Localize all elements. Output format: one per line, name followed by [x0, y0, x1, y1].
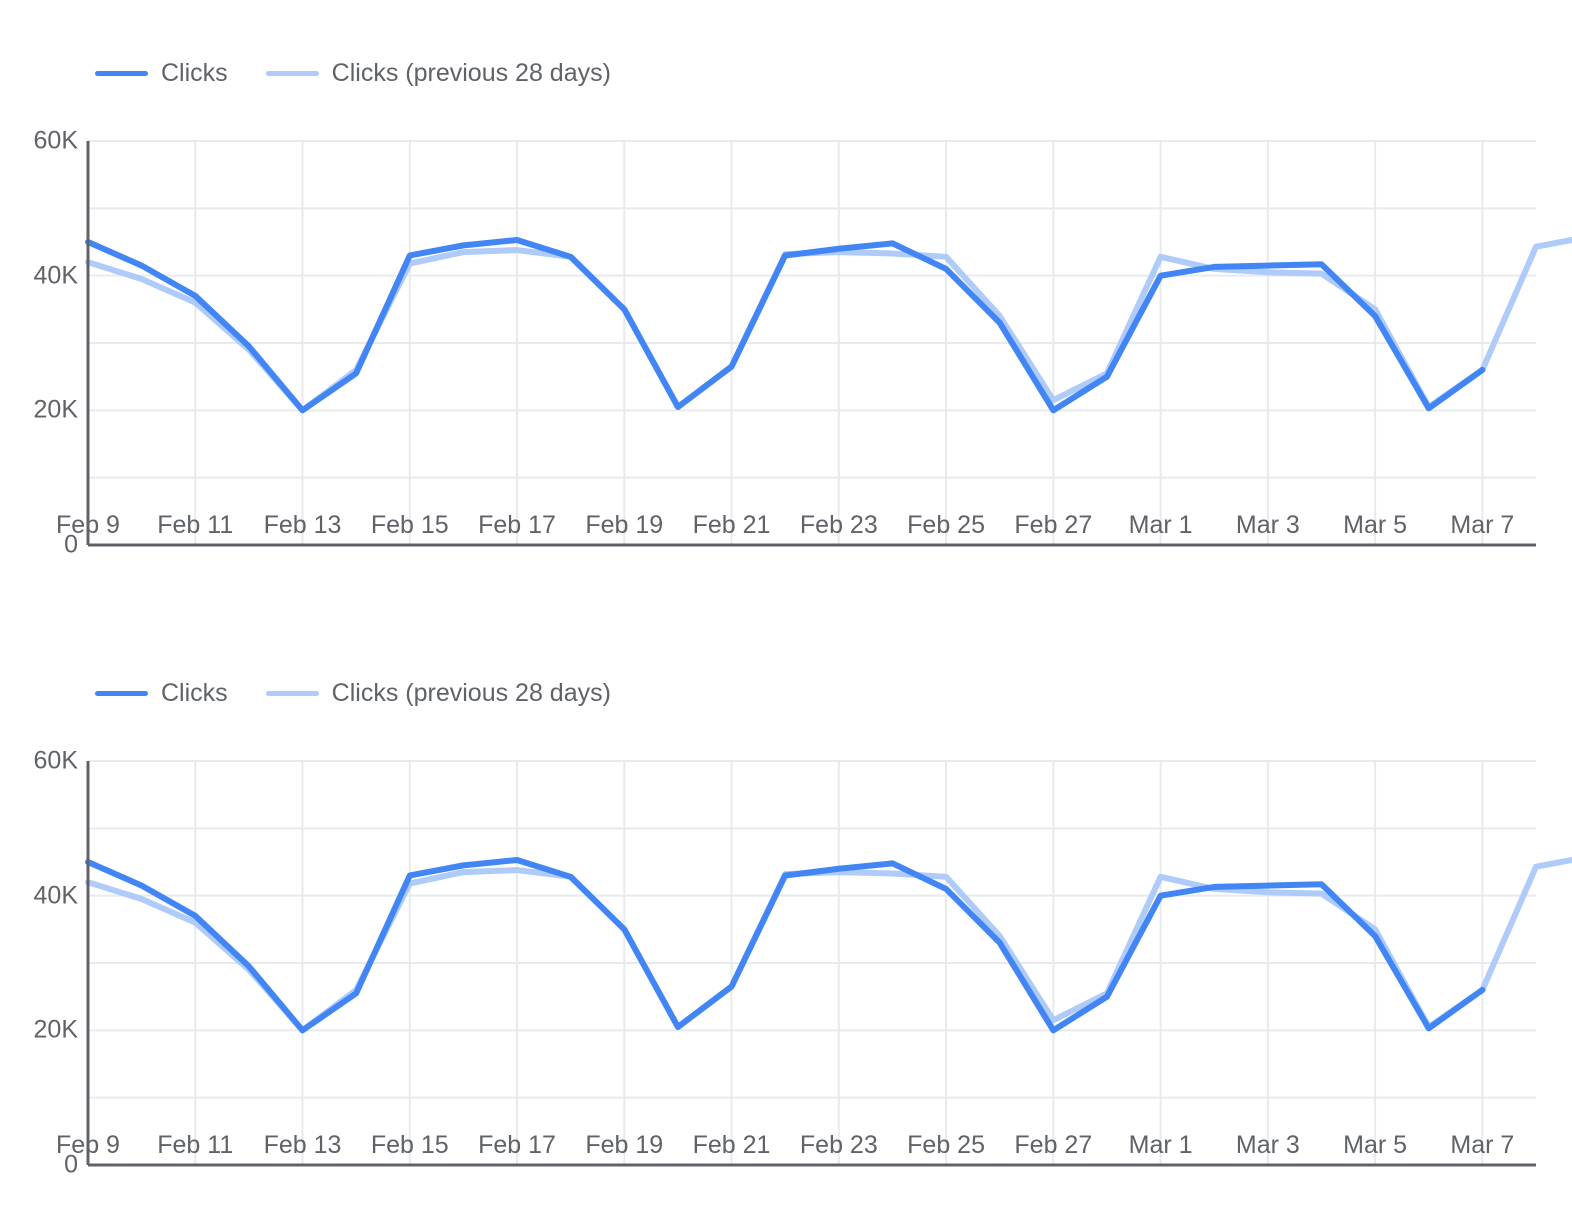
- x-axis-tick-label: Feb 13: [263, 1131, 342, 1159]
- x-axis-tick-label: Feb 19: [585, 1131, 664, 1159]
- x-axis-tick-label: Feb 27: [1014, 1131, 1093, 1159]
- legend-label: Clicks: [161, 58, 228, 87]
- y-axis-labels: 0 20K 40K 60K: [0, 95, 78, 595]
- legend-item-clicks[interactable]: Clicks: [95, 58, 228, 87]
- legend-label: Clicks (previous 28 days): [331, 58, 611, 87]
- x-axis-tick-label: Mar 3: [1235, 511, 1300, 539]
- legend-item-clicks-previous[interactable]: Clicks (previous 28 days): [265, 58, 611, 87]
- series-line: [85, 856, 1572, 1034]
- line-swatch-icon: [265, 70, 319, 76]
- chart-legend: Clicks Clicks (previous 28 days): [95, 678, 611, 708]
- y-axis-tick-label: 60K: [33, 126, 78, 155]
- x-axis-tick-label: Feb 23: [799, 511, 878, 539]
- clicks-chart-top: Clicks Clicks (previous 28 days) 0 20K 40K…: [0, 40, 1572, 600]
- series-line: [85, 236, 1572, 414]
- x-axis-tick-label: Feb 13: [263, 511, 342, 539]
- x-axis-labels: Feb 9 Feb 11 Feb 13 Feb 15 Feb 17 Feb 19 Feb 2…: [0, 1133, 1572, 1173]
- x-axis-tick-label: Feb 19: [585, 511, 664, 539]
- clicks-chart-bottom: Clicks Clicks (previous 28 days) 0 20K 40K…: [0, 660, 1572, 1220]
- x-axis-tick-label: Feb 15: [370, 511, 449, 539]
- x-axis-tick-label: Feb 11: [157, 1131, 234, 1159]
- y-axis-labels: 0 20K 40K 60K: [0, 715, 78, 1215]
- y-axis-tick-label: 60K: [33, 746, 78, 775]
- x-axis-tick-label: Feb 15: [370, 1131, 449, 1159]
- legend-label: Clicks: [161, 678, 228, 707]
- line-swatch-icon: [95, 70, 148, 76]
- x-axis-labels: Feb 9 Feb 11 Feb 13 Feb 15 Feb 17 Feb 19 Feb 2…: [0, 513, 1572, 553]
- x-axis-tick-label: Feb 21: [692, 1131, 771, 1159]
- x-axis-tick-label: Feb 17: [478, 511, 556, 539]
- y-axis-tick-label: 0: [64, 1150, 78, 1179]
- x-axis-tick-label: Feb 21: [692, 511, 771, 539]
- x-axis-tick-label: Mar 3: [1235, 1131, 1300, 1159]
- x-axis-tick-label: Mar 1: [1128, 1131, 1193, 1159]
- x-axis-tick-label: Feb 17: [478, 1131, 556, 1159]
- line-swatch-icon: [95, 690, 148, 696]
- x-axis-tick-label: Mar 7: [1450, 511, 1515, 539]
- x-axis-tick-label: Mar 5: [1343, 1131, 1408, 1159]
- x-axis-tick-label: Feb 23: [799, 1131, 878, 1159]
- plot-area: 0 20K 40K 60K Feb 9 Feb 11 Feb 13 Feb 15 Feb 17…: [0, 95, 1572, 595]
- x-axis-tick-label: Mar 1: [1128, 511, 1193, 539]
- x-axis-tick-label: Mar 5: [1343, 511, 1408, 539]
- x-axis-tick-label: Feb 27: [1014, 511, 1093, 539]
- x-axis-tick-label: Feb 9: [56, 511, 120, 539]
- y-axis-tick-label: 20K: [33, 395, 78, 424]
- y-axis-tick-label: 40K: [33, 261, 78, 290]
- chart-canvas: [85, 140, 1572, 547]
- legend-item-clicks-previous[interactable]: Clicks (previous 28 days): [265, 678, 611, 707]
- x-axis-tick-label: Feb 25: [907, 511, 985, 539]
- y-axis-tick-label: 40K: [33, 881, 78, 910]
- legend-item-clicks[interactable]: Clicks: [95, 678, 228, 707]
- x-axis-tick-label: Feb 11: [157, 511, 234, 539]
- series-line: [85, 856, 1486, 1034]
- chart-canvas: [85, 760, 1572, 1167]
- series-line: [85, 236, 1486, 414]
- y-axis-tick-label: 20K: [33, 1015, 78, 1044]
- plot-area: 0 20K 40K 60K Feb 9 Feb 11 Feb 13 Feb 15 Feb 17…: [0, 715, 1572, 1215]
- chart-legend: Clicks Clicks (previous 28 days): [95, 58, 611, 88]
- x-axis-tick-label: Feb 25: [907, 1131, 985, 1159]
- legend-label: Clicks (previous 28 days): [331, 678, 611, 707]
- x-axis-tick-label: Feb 9: [56, 1131, 120, 1159]
- line-swatch-icon: [265, 690, 319, 696]
- y-axis-tick-label: 0: [64, 530, 78, 559]
- x-axis-tick-label: Mar 7: [1450, 1131, 1515, 1159]
